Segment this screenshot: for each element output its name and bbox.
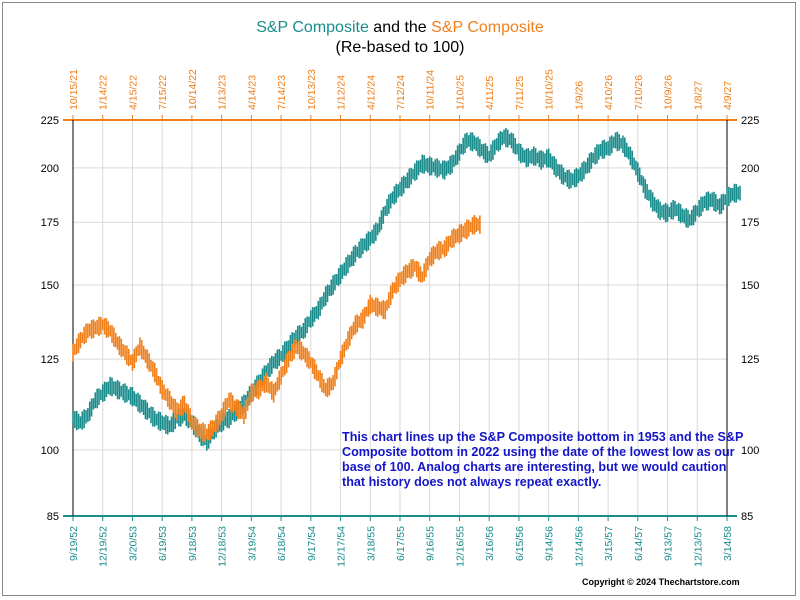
x-bottom-tick-label: 12/14/56 [573,526,585,567]
x-bottom-tick-label: 3/20/53 [127,526,139,561]
x-top-tick-label: 4/14/23 [246,75,258,110]
x-bottom-tick-label: 12/17/54 [336,526,348,567]
x-bottom-tick-label: 12/19/52 [98,526,110,567]
title-series-1: S&P Composite [256,19,369,36]
x-bottom-tick-label: 6/17/55 [395,526,407,561]
y-tick-label-right: 150 [741,280,759,292]
y-tick-label-left: 175 [41,217,59,229]
x-top-tick-label: 10/14/22 [187,69,199,110]
y-tick-label-left: 85 [47,511,59,523]
x-top-tick-label: 10/9/26 [663,75,675,110]
x-top-tick-label: 1/14/22 [98,75,110,110]
copyright-notice: Copyright © 2024 Thechartstore.com [582,577,740,587]
x-bottom-tick-label: 9/13/57 [663,526,675,561]
x-top-tick-label: 4/9/27 [722,81,734,110]
y-tick-label-right: 200 [741,163,759,175]
series-orange [72,214,481,442]
x-top-tick-label: 1/13/23 [217,75,229,110]
x-bottom-tick-label: 6/14/57 [633,526,645,561]
x-top-tick-label: 1/9/26 [573,81,585,110]
x-top-tick-label: 4/12/24 [365,75,377,110]
y-tick-label-left: 100 [41,445,59,457]
x-top-tick-label: 7/11/25 [514,76,526,110]
y-tick-label-left: 225 [41,115,59,127]
x-bottom-tick-label: 6/18/54 [276,526,288,561]
x-top-tick-label: 7/10/26 [633,75,645,110]
axis-ticks: 85 85 100 100 125 125 150 150 175 175 200 200 225 225… [41,69,760,567]
x-top-tick-label: 7/12/24 [395,75,407,110]
x-bottom-tick-label: 12/18/53 [217,526,229,567]
x-bottom-tick-label: 3/15/57 [603,526,615,561]
x-top-tick-label: 4/11/25 [484,76,496,110]
x-top-tick-label: 1/12/24 [336,75,348,110]
x-bottom-tick-label: 3/16/56 [484,526,496,561]
x-bottom-tick-label: 12/16/55 [454,526,466,567]
x-bottom-tick-label: 9/17/54 [306,526,318,561]
y-tick-label-left: 125 [41,354,59,366]
x-bottom-tick-label: 6/19/53 [157,526,169,561]
x-bottom-tick-label: 3/18/55 [365,526,377,561]
y-tick-label-right: 100 [741,445,759,457]
x-top-tick-label: 7/14/23 [276,75,288,110]
chart-title: S&P Composite and the S&P Composite (Re-… [0,18,800,58]
y-tick-label-left: 200 [41,163,59,175]
x-top-tick-label: 10/11/24 [425,70,437,110]
x-bottom-tick-label: 9/14/56 [544,526,556,561]
x-top-tick-label: 1/8/27 [692,81,704,110]
x-top-tick-label: 10/13/23 [306,69,318,110]
x-top-tick-label: 4/15/22 [127,75,139,110]
x-bottom-tick-label: 3/19/54 [246,526,258,561]
chart-subtitle: (Re-based to 100) [335,39,465,56]
y-tick-label-left: 150 [41,280,59,292]
x-top-tick-label: 7/15/22 [157,75,169,110]
plot-area [72,128,741,451]
y-tick-label-right: 85 [741,511,753,523]
x-bottom-tick-label: 9/16/55 [425,526,437,561]
y-tick-label-right: 125 [741,354,759,366]
x-top-tick-label: 4/10/26 [603,75,615,110]
x-bottom-tick-label: 6/15/56 [514,526,526,561]
x-top-tick-label: 10/10/25 [544,69,556,110]
y-tick-label-right: 225 [741,115,759,127]
title-connector: and the [368,19,432,36]
x-top-tick-label: 1/10/25 [454,75,466,110]
x-bottom-tick-label: 9/19/52 [68,526,80,561]
y-tick-label-right: 175 [741,217,759,229]
x-bottom-tick-label: 9/18/53 [187,526,199,561]
chart-annotation: This chart lines up the S&P Composite bo… [342,430,744,489]
x-top-tick-label: 10/15/21 [68,69,80,110]
x-bottom-tick-label: 3/14/58 [722,526,734,561]
title-series-2: S&P Composite [431,19,544,36]
x-bottom-tick-label: 12/13/57 [692,526,704,567]
